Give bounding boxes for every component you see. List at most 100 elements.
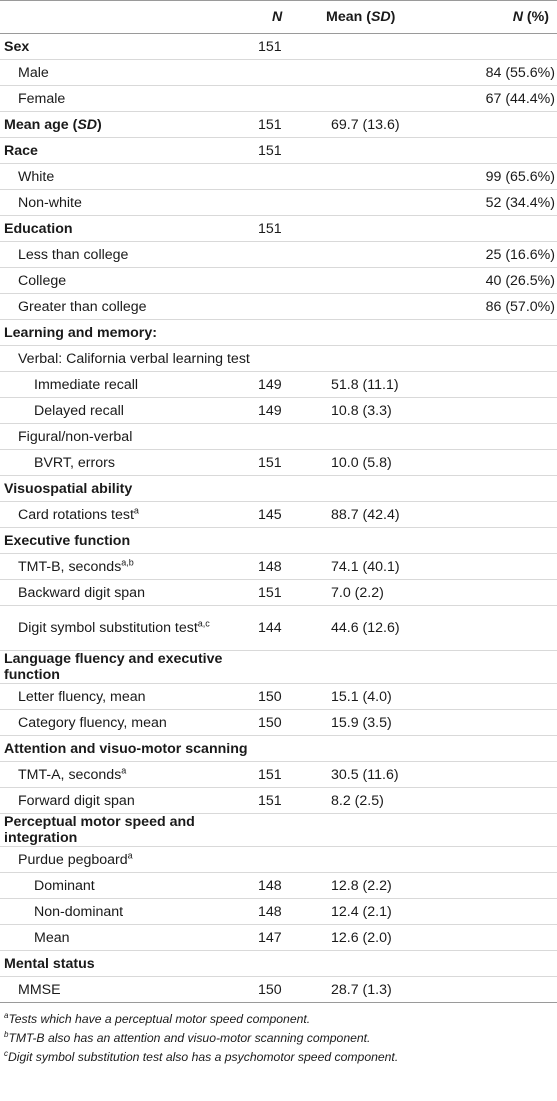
row-label-text: Non-dominant	[34, 904, 123, 920]
table-row: Digit symbol substitution testa,c 144 44.6…	[0, 605, 557, 651]
row-n-percent-value: 86 (57.0%)	[458, 293, 557, 320]
row-n-value	[258, 241, 318, 268]
row-label-text: College	[18, 273, 66, 289]
row-label-main: Sex	[4, 38, 30, 55]
row-label: Language fluency and executive function	[0, 650, 258, 684]
row-label: Mean age (SD)	[0, 111, 258, 138]
row-label-main: Greater than college	[18, 298, 147, 315]
row-label-text: Attention and visuo-motor scanning	[4, 741, 248, 757]
row-n-percent-value	[458, 924, 557, 951]
row-n-value: 151	[258, 449, 318, 476]
row-n-percent-value: 40 (26.5%)	[458, 267, 557, 294]
row-n-percent-value	[458, 787, 557, 814]
footnote-marker: a	[121, 764, 127, 775]
row-label-text: Delayed recall	[34, 403, 124, 419]
row-mean-sd-value	[318, 189, 458, 216]
row-label-main: Card rotations test	[18, 506, 134, 523]
row-mean-sd-value	[318, 137, 458, 164]
table-row: TMT-B, secondsa,b 148 74.1 (40.1)	[0, 553, 557, 580]
table-row: Less than college 25 (16.6%)	[0, 241, 557, 268]
row-label-text: Race	[4, 143, 38, 159]
row-label-main: TMT-A, seconds	[18, 766, 122, 783]
row-mean-sd-value	[318, 813, 458, 847]
row-n-value	[258, 423, 318, 450]
row-n-percent-value	[458, 950, 557, 977]
row-label-text: Category fluency, mean	[18, 715, 167, 731]
table-row: Female 67 (44.4%)	[0, 85, 557, 112]
row-label-text: White	[18, 169, 54, 185]
row-mean-sd-value: 12.8 (2.2)	[318, 872, 458, 899]
row-mean-sd-value	[318, 241, 458, 268]
row-n-value: 147	[258, 924, 318, 951]
footnote: bTMT-B also has an attention and visuo-m…	[4, 1029, 557, 1048]
row-label: TMT-B, secondsa,b	[0, 553, 258, 580]
footnote: cDigit symbol substitution test also has…	[4, 1048, 557, 1067]
row-label-text: Mean age (SD)	[4, 117, 102, 133]
row-n-percent-value	[458, 345, 557, 372]
row-label: Letter fluency, mean	[0, 683, 258, 710]
row-mean-sd-value	[318, 735, 458, 762]
row-label-main: College	[18, 272, 67, 289]
row-label: White	[0, 163, 258, 190]
row-label: Learning and memory:	[0, 319, 258, 346]
section-row: Education 151	[0, 215, 557, 242]
row-label: MMSE	[0, 976, 258, 1003]
footnote-marker: a	[133, 504, 139, 515]
row-label: Visuospatial ability	[0, 475, 258, 502]
row-label-italic: SD	[77, 116, 98, 133]
row-label-main: Delayed recall	[34, 402, 124, 419]
row-label-main: Female	[18, 90, 66, 107]
header-n-text: N	[272, 9, 283, 25]
header-label-cell	[0, 0, 258, 34]
row-n-value: 150	[258, 709, 318, 736]
section-row: Learning and memory:	[0, 319, 557, 346]
row-label: Attention and visuo-motor scanning	[0, 735, 258, 762]
row-n-percent-value	[458, 449, 557, 476]
row-label: Dominant	[0, 872, 258, 899]
row-label-text: Less than college	[18, 247, 128, 263]
row-n-percent-value	[458, 475, 557, 502]
row-label: Mental status	[0, 950, 258, 977]
row-n-value	[258, 189, 318, 216]
row-label-main: Mean	[34, 929, 70, 946]
table-row: MMSE 150 28.7 (1.3)	[0, 976, 557, 1003]
footnote-text: Tests which have a perceptual motor spee…	[8, 1012, 311, 1026]
row-n-value: 151	[258, 787, 318, 814]
row-n-percent-value	[458, 872, 557, 899]
table-row: Non-white 52 (34.4%)	[0, 189, 557, 216]
row-label: BVRT, errors	[0, 449, 258, 476]
row-n-percent-value	[458, 33, 557, 60]
row-label-main: Male	[18, 64, 49, 81]
row-label-text: Purdue pegboarda	[18, 850, 133, 867]
table-row: White 99 (65.6%)	[0, 163, 557, 190]
row-mean-sd-value: 44.6 (12.6)	[318, 605, 458, 651]
section-row: Language fluency and executive function	[0, 650, 557, 684]
row-label-main: Executive function	[4, 532, 131, 549]
row-label: Backward digit span	[0, 579, 258, 606]
row-n-percent-value	[458, 397, 557, 424]
row-label-text: TMT-A, secondsa	[18, 764, 127, 783]
row-n-percent-value	[458, 423, 557, 450]
row-label-text: Female	[18, 91, 65, 107]
row-label: Digit symbol substitution testa,c	[0, 605, 258, 651]
row-label-end: )	[97, 116, 102, 133]
row-n-value: 151	[258, 33, 318, 60]
row-label-main: Language fluency and executive function	[4, 651, 223, 683]
table-row: Purdue pegboarda	[0, 846, 557, 873]
table-header: N Mean (SD) N (%)	[0, 0, 557, 34]
table-row: BVRT, errors 151 10.0 (5.8)	[0, 449, 557, 476]
row-label: Figural/non-verbal	[0, 423, 258, 450]
row-label-main: Less than college	[18, 246, 129, 263]
table-row: Dominant 148 12.8 (2.2)	[0, 872, 557, 899]
row-n-percent-value: 84 (55.6%)	[458, 59, 557, 86]
header-sd-text: SD	[370, 9, 391, 25]
row-label-text: TMT-B, secondsa,b	[18, 557, 134, 574]
row-n-percent-value	[458, 709, 557, 736]
characteristics-table: N Mean (SD) N (%) Sex 151 Male 84 (55.6%) Fe…	[0, 0, 557, 1003]
header-pct-text: (%)	[522, 9, 549, 25]
row-mean-sd-value: 69.7 (13.6)	[318, 111, 458, 138]
row-label-text: Immediate recall	[34, 377, 138, 393]
table-row: Figural/non-verbal	[0, 423, 557, 450]
row-n-value: 150	[258, 683, 318, 710]
row-label-main: Learning and memory:	[4, 324, 157, 341]
